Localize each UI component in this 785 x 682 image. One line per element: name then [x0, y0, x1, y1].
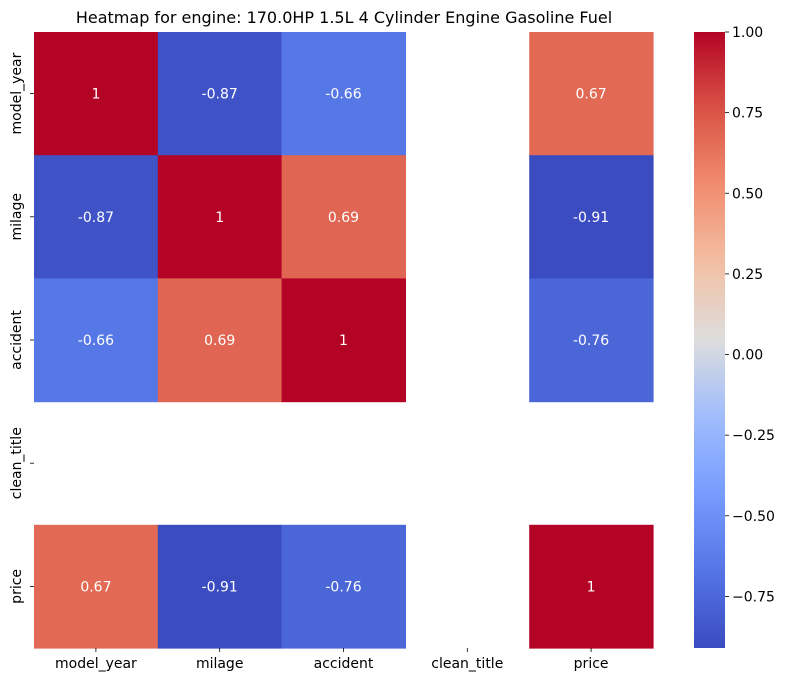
colorbar-tick-label: −0.50 [732, 509, 775, 525]
heatmap-cell-accident-milage [157, 278, 283, 403]
colorbar-tick-label: 0.25 [732, 267, 763, 283]
colorbar: 1.00 0.75 0.50 0.25 0.00 −0.25 −0.50 −0.75 [694, 25, 775, 648]
x-tick-label: milage [196, 656, 244, 672]
y-tick-label: milage [9, 193, 25, 241]
heatmap-cell-label: -0.66 [78, 333, 114, 349]
heatmap-cell-price-price [529, 524, 654, 649]
x-tick-label: accident [314, 656, 374, 672]
heatmap-cell-label: -0.76 [325, 579, 361, 595]
heatmap-cell-label: 1 [587, 579, 596, 595]
colorbar-tick-label: −0.25 [732, 428, 775, 444]
heatmap-cell-price-accident [281, 524, 406, 649]
colorbar-tick-label: 0.00 [732, 348, 763, 364]
y-tick-label: model_year [9, 52, 25, 134]
colorbar-tick-label: 1.00 [732, 25, 763, 41]
colorbar-gradient [694, 32, 725, 648]
heatmap-cell-label: 0.69 [328, 210, 359, 226]
heatmap-cell-milage-model_year [34, 155, 159, 279]
heatmap-cell-accident-price [529, 278, 654, 403]
heatmap-annotations: 1 -0.87 -0.66 0.67 -0.87 1 0.69 -0.91 -0.66 0.69 1… [78, 87, 610, 596]
heatmap-cell-accident-accident [281, 278, 406, 403]
y-tick-label: accident [9, 310, 25, 370]
heatmap-cells [34, 32, 654, 649]
heatmap-cell-label: 1 [339, 333, 348, 349]
x-tick-label: clean_title [431, 656, 503, 672]
y-tick-label: clean_title [9, 427, 25, 499]
heatmap-cell-model_year-milage [157, 32, 283, 156]
heatmap-cell-label: 0.67 [80, 579, 111, 595]
heatmap-cell-label: -0.66 [325, 87, 361, 103]
heatmap-cell-model_year-model_year [34, 32, 159, 156]
heatmap-cell-model_year-accident [281, 32, 406, 156]
heatmap-cell-milage-accident [281, 155, 406, 279]
x-tick-label: price [574, 656, 609, 672]
heatmap-cell-accident-model_year [34, 278, 159, 403]
heatmap-cell-price-milage [157, 524, 283, 649]
x-tick-label: model_year [55, 656, 137, 672]
heatmap-cell-label: -0.76 [573, 333, 609, 349]
colorbar-tick-label: −0.75 [732, 589, 775, 605]
heatmap-cell-label: 1 [215, 210, 224, 226]
heatmap-cell-label: -0.87 [78, 210, 114, 226]
heatmap-cell-model_year-price [529, 32, 654, 156]
heatmap-cell-label: 0.69 [204, 333, 235, 349]
heatmap-cell-label: 0.67 [576, 87, 607, 103]
chart-title: Heatmap for engine: 170.0HP 1.5L 4 Cylin… [76, 8, 612, 27]
y-tick-label: price [9, 569, 25, 604]
heatmap-cell-label: -0.87 [202, 87, 238, 103]
heatmap-cell-price-model_year [34, 524, 159, 649]
heatmap-cell-milage-price [529, 155, 654, 279]
heatmap-cell-label: -0.91 [573, 210, 609, 226]
colorbar-tick-label: 0.75 [732, 106, 763, 122]
colorbar-tick-label: 0.50 [732, 186, 763, 202]
heatmap-cell-milage-milage [157, 155, 283, 279]
heatmap-cell-label: -0.91 [202, 579, 238, 595]
heatmap-cell-label: 1 [91, 87, 100, 103]
x-axis: model_year milage accident clean_title price [55, 648, 609, 672]
